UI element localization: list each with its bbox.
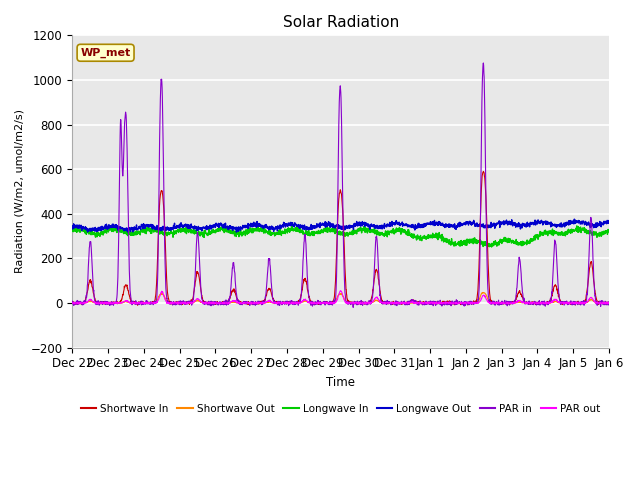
Text: WP_met: WP_met <box>81 48 131 58</box>
Legend: Shortwave In, Shortwave Out, Longwave In, Longwave Out, PAR in, PAR out: Shortwave In, Shortwave Out, Longwave In… <box>77 400 605 418</box>
Title: Solar Radiation: Solar Radiation <box>282 15 399 30</box>
Y-axis label: Radiation (W/m2, umol/m2/s): Radiation (W/m2, umol/m2/s) <box>15 109 25 274</box>
X-axis label: Time: Time <box>326 376 355 389</box>
